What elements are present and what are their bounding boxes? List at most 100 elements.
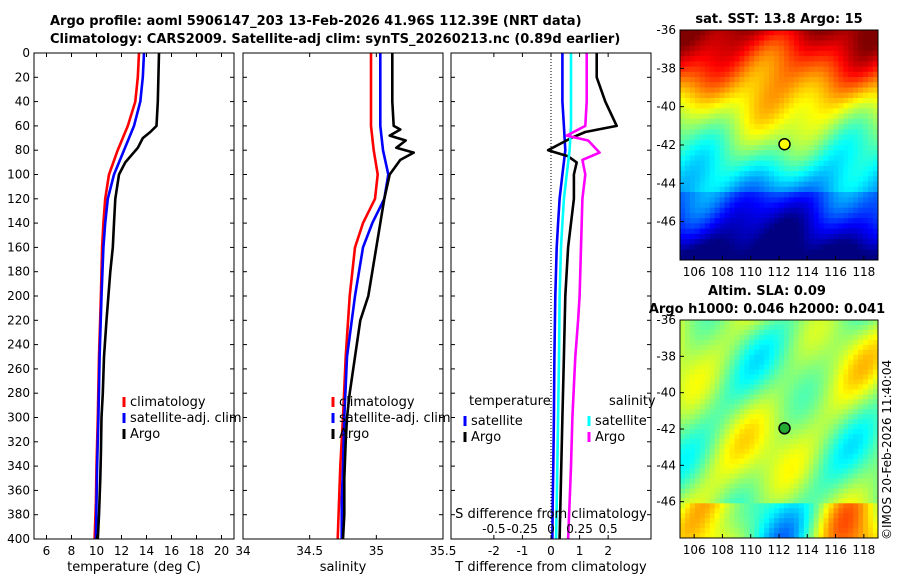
map-cell <box>769 503 775 509</box>
map-cell <box>680 528 686 534</box>
map-cell <box>754 197 760 204</box>
map-cell <box>863 171 869 177</box>
map-cell <box>843 463 849 470</box>
map-cell <box>863 165 869 172</box>
map-y-tick-label: -40 <box>656 386 676 400</box>
map-cell <box>714 87 721 94</box>
map-cell <box>734 503 740 509</box>
map-cell <box>853 92 859 99</box>
map-cell <box>858 384 864 390</box>
map-cell <box>719 399 726 405</box>
map-cell <box>680 325 686 331</box>
map-cell <box>863 66 869 73</box>
map-x-tick-label: 114 <box>796 543 819 557</box>
map-cell <box>858 113 864 120</box>
map-cell <box>759 197 765 204</box>
map-cell <box>744 325 750 331</box>
map-cell <box>724 103 730 109</box>
map-cell <box>729 478 735 485</box>
map-cell <box>803 61 810 68</box>
map-cell <box>788 404 795 410</box>
map-cell <box>709 369 716 376</box>
map-cell <box>749 339 755 346</box>
map-cell <box>873 424 878 430</box>
map-cell <box>729 399 735 405</box>
map-cell <box>873 239 878 245</box>
map-cell <box>744 244 750 251</box>
map-cell <box>724 468 730 475</box>
map-cell <box>793 364 800 371</box>
map-cell <box>828 523 834 529</box>
map-cell <box>843 239 849 245</box>
map-cell <box>828 134 834 141</box>
map-cell <box>858 192 864 198</box>
map-cell <box>744 518 750 524</box>
map-cell <box>788 429 795 435</box>
map-cell <box>803 478 810 485</box>
map-cell <box>769 329 775 336</box>
map-cell <box>739 45 745 52</box>
map-cell <box>788 134 795 141</box>
map-cell <box>749 518 755 524</box>
map-cell <box>724 369 730 376</box>
map-cell <box>699 56 706 62</box>
map-cell <box>724 329 730 336</box>
map-cell <box>813 528 820 534</box>
map-cell <box>868 349 874 356</box>
map-x-tick-label: 116 <box>824 543 847 557</box>
map-cell <box>680 419 686 425</box>
map-cell <box>680 113 686 120</box>
map-cell <box>823 409 829 415</box>
map-cell <box>793 503 800 509</box>
map-cell <box>779 384 785 390</box>
map-cell <box>699 129 706 136</box>
map-cell <box>779 325 785 331</box>
map-cell <box>689 414 696 420</box>
map-cell <box>685 71 691 78</box>
map-cell <box>680 218 686 224</box>
map-cell <box>833 508 839 514</box>
map-cell <box>813 150 820 156</box>
map-cell <box>749 374 755 381</box>
map-cell <box>744 384 750 390</box>
map-cell <box>729 508 735 514</box>
map-cell <box>779 473 785 480</box>
map-cell <box>749 176 755 183</box>
map-cell <box>704 207 711 214</box>
map-cell <box>803 473 810 480</box>
map-cell <box>833 71 839 78</box>
map-cell <box>709 533 716 538</box>
map-cell <box>868 186 874 193</box>
map-cell <box>843 233 849 240</box>
map-cell <box>818 186 825 193</box>
map-cell <box>719 463 726 470</box>
map-cell <box>749 118 755 125</box>
map-cell <box>828 171 834 177</box>
map-cell <box>853 443 859 450</box>
map-cell <box>699 419 706 425</box>
map-cell <box>779 124 785 130</box>
map-cell <box>699 61 706 68</box>
map-cell <box>793 171 800 177</box>
map-cell <box>858 213 864 219</box>
map-cell <box>788 218 795 224</box>
map-cell <box>719 56 726 62</box>
map-cell <box>749 228 755 235</box>
map-cell <box>863 429 869 435</box>
map-cell <box>868 503 874 509</box>
map-cell <box>774 213 780 219</box>
map-cell <box>774 176 780 183</box>
map-cell <box>873 334 878 341</box>
map-cell <box>704 443 711 450</box>
map-cell <box>873 61 878 68</box>
map-cell <box>704 213 711 219</box>
map-cell <box>704 87 711 94</box>
map-cell <box>868 45 874 52</box>
map-cell <box>858 453 864 460</box>
map-cell <box>813 192 820 198</box>
map-cell <box>808 424 815 430</box>
map-cell <box>823 389 829 395</box>
map-cell <box>848 202 854 209</box>
map-cell <box>769 160 775 167</box>
map-cell <box>798 429 805 435</box>
